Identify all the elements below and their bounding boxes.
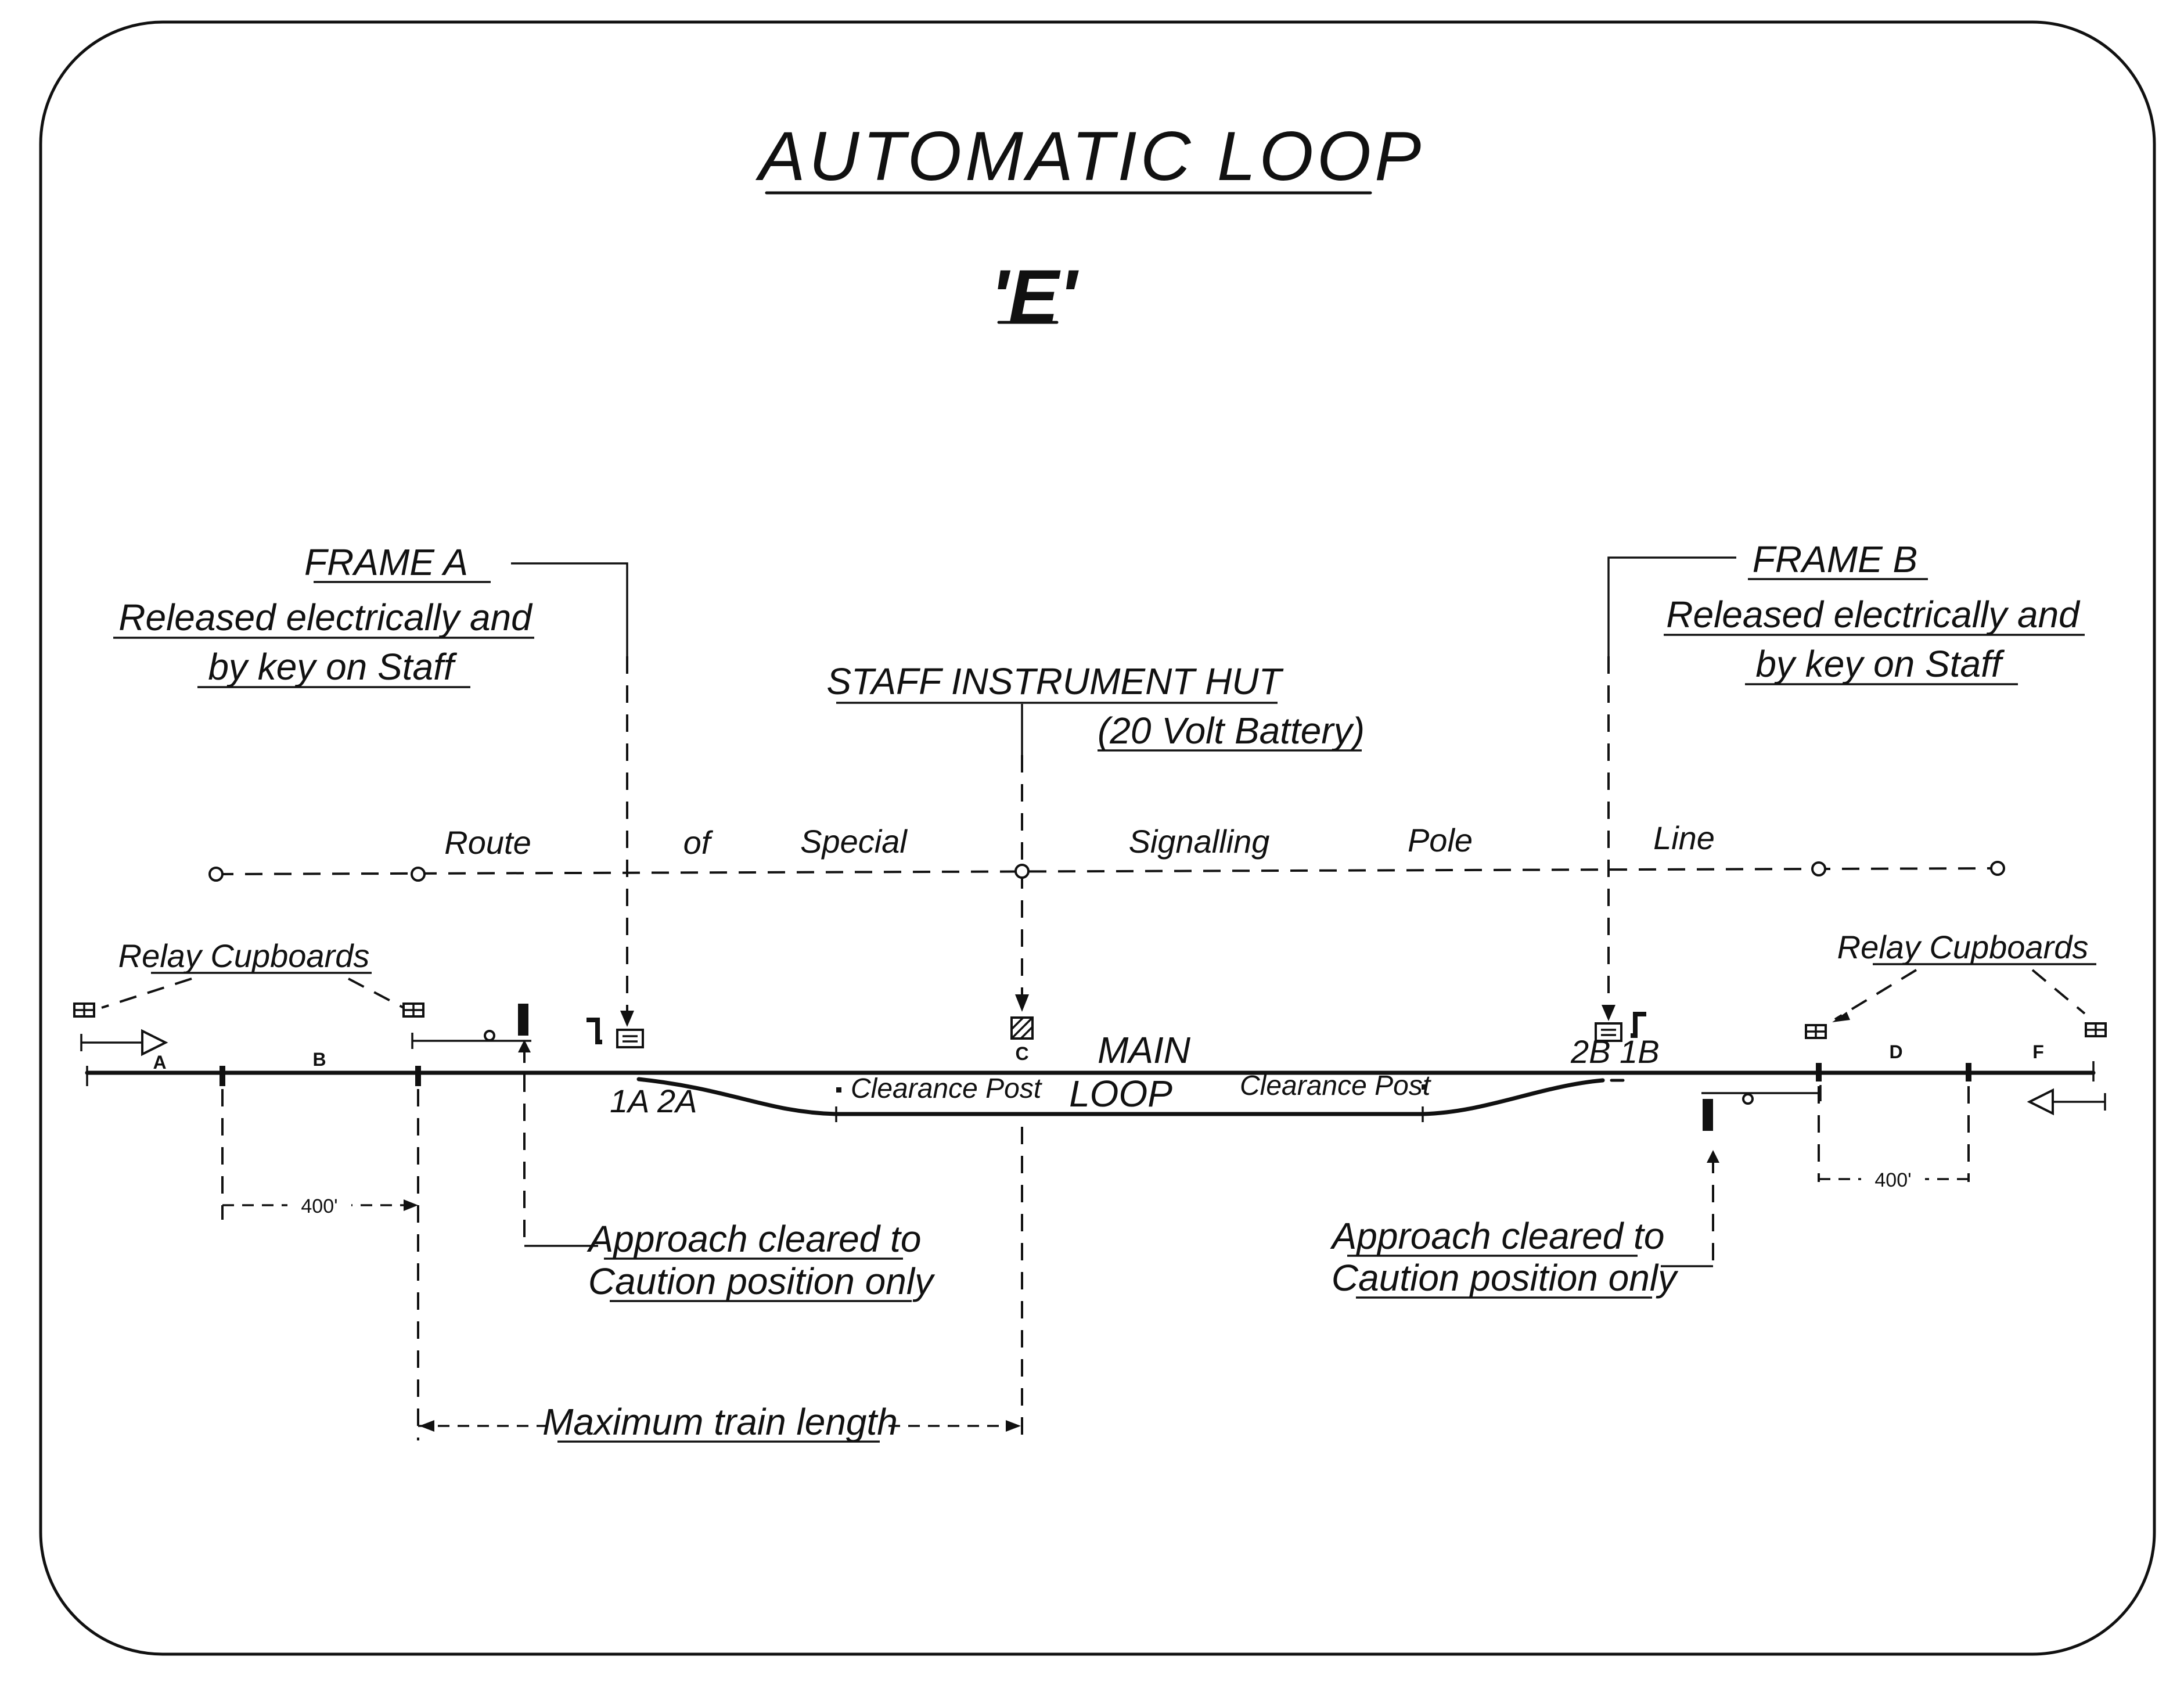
- approach-right-arrowhead: [1707, 1150, 1719, 1163]
- pole-3: [1014, 864, 1030, 879]
- title: AUTOMATIC LOOP: [755, 117, 1424, 195]
- signal-left-lamp: [484, 1030, 495, 1041]
- relay-cupboard-icon: [73, 1002, 95, 1018]
- staff-instrument-hut-icon: [1010, 1016, 1034, 1040]
- frame-a-line2: by key on Staff: [208, 646, 458, 688]
- approach-right-line2: Caution position only: [1332, 1257, 1679, 1299]
- section-a: A: [153, 1052, 166, 1073]
- points-left-label: 1A 2A: [610, 1083, 697, 1119]
- approach-left-line1: Approach cleared to: [587, 1218, 922, 1260]
- relay-cupboard-icon: [402, 1002, 424, 1018]
- section-b: B: [312, 1049, 326, 1070]
- pole-word-route: Route: [444, 824, 531, 861]
- hut-heading: STAFF INSTRUMENT HUT: [826, 660, 1283, 702]
- pole-line: [215, 867, 1998, 875]
- relay-cupboards-left-label: Relay Cupboards: [118, 937, 370, 974]
- relay-cupboard-icon: [1805, 1024, 1827, 1039]
- hut-code: C: [1015, 1043, 1028, 1064]
- signal-right-icon: [1703, 1099, 1713, 1131]
- pole-word-line: Line: [1653, 820, 1715, 856]
- section-f: F: [2032, 1041, 2044, 1062]
- clearance-post-right-label: Clearance Post: [1240, 1070, 1431, 1101]
- frame-b-line1: Released electrically and: [1666, 594, 2081, 635]
- dim-left-arrowhead: [404, 1199, 418, 1211]
- main-label: MAIN: [1098, 1029, 1191, 1071]
- max-train-label: Maximum train length: [542, 1401, 898, 1443]
- frame-a-heading: FRAME A: [304, 541, 468, 583]
- frame-b-heading: FRAME B: [1753, 538, 1917, 580]
- signal-right-lamp: [1742, 1093, 1754, 1105]
- pole-word-of: of: [683, 824, 714, 861]
- subtitle: 'E': [991, 254, 1080, 339]
- dim-left-label: 400': [301, 1195, 337, 1217]
- approach-right-line1: Approach cleared to: [1330, 1215, 1665, 1257]
- approach-left-line2: Caution position only: [588, 1260, 936, 1302]
- dim-right-bg: [1861, 1165, 1925, 1194]
- relay-right-arrowhead-1: [1832, 1012, 1850, 1022]
- frame-b-line2: by key on Staff: [1755, 643, 2005, 685]
- direction-arrow-left-icon: [2027, 1088, 2054, 1116]
- clearance-post-right: [1422, 1084, 1427, 1090]
- loop-label: LOOP: [1069, 1073, 1172, 1115]
- relay-left-leader-2: [348, 978, 404, 1009]
- pole-word-signalling: Signalling: [1129, 823, 1270, 860]
- relay-right-leader-1: [1834, 969, 1917, 1021]
- direction-arrow-right-icon: [141, 1029, 168, 1057]
- page-border: [39, 20, 2156, 1656]
- signal-left-icon: [518, 1004, 528, 1036]
- relay-cupboard-icon: [2085, 1022, 2107, 1037]
- pole-5: [1990, 861, 2005, 876]
- dim-right-label: 400': [1874, 1169, 1911, 1191]
- clearance-post-left: [836, 1087, 841, 1093]
- approach-left-arrowhead: [518, 1040, 531, 1052]
- frame-b-lever-icon: [1595, 1012, 1646, 1042]
- pole-word-special: Special: [800, 823, 908, 860]
- pole-4: [1811, 861, 1826, 876]
- frame-a-leader: [511, 562, 628, 656]
- frame-a-lever-icon: [587, 1018, 644, 1048]
- max-train-arrow-left: [419, 1420, 434, 1432]
- hut-subheading: (20 Volt Battery): [1098, 710, 1365, 752]
- pole-word-pole: Pole: [1408, 822, 1473, 858]
- relay-cupboards-right-label: Relay Cupboards: [1837, 929, 2089, 965]
- frame-b-arrowhead: [1602, 1005, 1615, 1021]
- section-d: D: [1889, 1041, 1902, 1062]
- frame-a-arrowhead: [620, 1011, 634, 1027]
- frame-b-leader: [1607, 556, 1736, 656]
- frame-a-line1: Released electrically and: [118, 597, 533, 638]
- dim-left-bg: [287, 1191, 351, 1220]
- pole-2: [411, 867, 426, 882]
- relay-left-leader-1: [101, 978, 192, 1009]
- relay-right-leader-2: [2031, 969, 2086, 1015]
- hut-arrowhead: [1015, 994, 1029, 1012]
- max-train-arrow-right: [1006, 1420, 1021, 1432]
- clearance-post-left-label: Clearance Post: [851, 1073, 1042, 1104]
- pole-1: [208, 867, 224, 882]
